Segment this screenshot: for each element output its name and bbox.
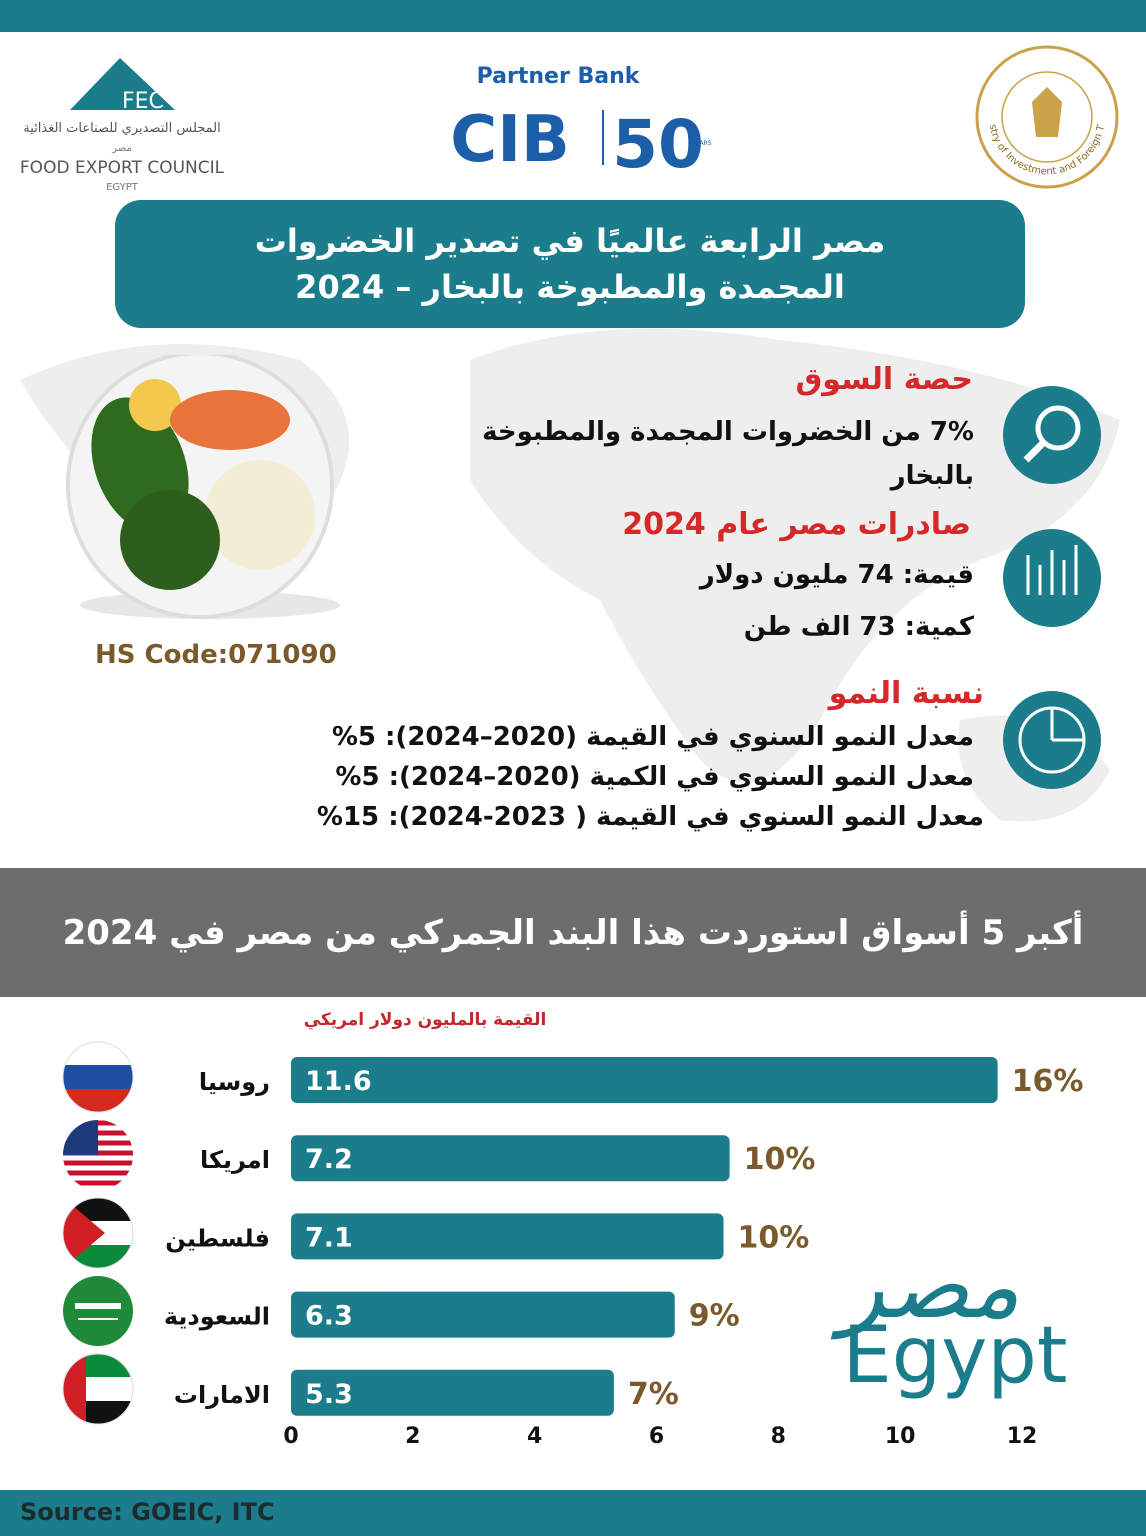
share-label: 16%	[1012, 1064, 1084, 1099]
section-line: 7% من الخضروات المجمدة والمطبوخة بالبخار	[482, 417, 974, 491]
value-label: 11.6	[305, 1066, 372, 1097]
fec-logo: FEC المجلس التصديري للصناعات الغذائية مص…	[20, 58, 225, 193]
section-line: معدل النمو السنوي في القيمة (2020–2024):…	[331, 722, 974, 752]
x-tick-label: 8	[771, 1424, 786, 1449]
bank-anniversary: 50	[612, 106, 704, 183]
value-label: 5.3	[305, 1379, 353, 1410]
share-label: 10%	[738, 1220, 810, 1255]
category-label: فلسطين	[165, 1224, 270, 1252]
x-tick-label: 10	[885, 1424, 916, 1449]
value-label: 7.1	[305, 1222, 353, 1253]
x-tick-label: 12	[1007, 1424, 1038, 1449]
banner: أكبر 5 أسواق استوردت هذا البند الجمركي م…	[0, 868, 1146, 997]
brand-arabic: مصر	[830, 1232, 1020, 1340]
bank-years: YEARS	[691, 140, 712, 147]
chart: القيمة بالمليون دولار امريكي مصر Egypt 0…	[62, 1010, 1084, 1449]
value-label: 7.2	[305, 1144, 353, 1175]
bar	[291, 1135, 730, 1182]
share-label: 7%	[628, 1377, 679, 1412]
x-tick-label: 0	[283, 1424, 298, 1449]
bank-logo: Partner Bank CIB 50 YEARS	[450, 64, 712, 183]
axis-label: القيمة بالمليون دولار امريكي	[304, 1010, 547, 1030]
section-line: كمية: 73 الف طن	[743, 612, 974, 642]
section-heading: نسبة النمو	[828, 676, 984, 711]
section-line: معدل النمو السنوي في الكمية (2020–2024):…	[335, 762, 974, 792]
title: مصر الرابعة عالميًا في تصدير الخضروات ال…	[254, 222, 886, 306]
brand-latin: Egypt	[842, 1311, 1067, 1401]
category-label: روسيا	[199, 1068, 270, 1096]
section-line: قيمة: 74 مليون دولار	[699, 560, 974, 590]
section-heading: حصة السوق	[795, 362, 973, 397]
category-label: الامارات	[174, 1381, 270, 1409]
category-label: السعودية	[164, 1303, 270, 1331]
footer-bar: Source: GOEIC, ITC	[0, 1490, 1146, 1536]
fec-english: FOOD EXPORT COUNCIL	[20, 158, 225, 178]
fec-country-en: EGYPT	[106, 182, 139, 193]
share-label: 9%	[689, 1299, 740, 1334]
bank-name: CIB	[450, 103, 570, 177]
food-image	[66, 355, 340, 619]
source: Source: GOEIC, ITC	[20, 1498, 275, 1526]
x-tick-label: 2	[405, 1424, 420, 1449]
banner-text: أكبر 5 أسواق استوردت هذا البند الجمركي م…	[62, 912, 1084, 953]
section-icons	[1003, 386, 1101, 789]
title-box: مصر الرابعة عالميًا في تصدير الخضروات ال…	[115, 200, 1025, 328]
fec-country-ar: مصر	[111, 143, 132, 154]
bar	[291, 1369, 614, 1416]
ministry-seal: Ministry of Investment and Foreign Trade	[970, 42, 1119, 189]
section-heading: صادرات مصر عام 2024	[622, 507, 971, 542]
fec-abbr: FEC	[122, 89, 164, 114]
bar	[291, 1291, 675, 1338]
top-bar	[0, 0, 1146, 32]
bar	[291, 1213, 724, 1260]
fec-arabic: المجلس التصديري للصناعات الغذائية	[23, 121, 220, 136]
category-label: امريكا	[200, 1146, 270, 1174]
bar	[291, 1057, 998, 1103]
value-label: 6.3	[305, 1301, 353, 1332]
flags	[62, 1041, 134, 1425]
x-tick-label: 4	[527, 1424, 542, 1449]
x-tick-label: 6	[649, 1424, 664, 1449]
section-line: معدل النمو السنوي في القيمة ( 2023-2024)…	[316, 802, 984, 832]
brand-logo: مصر Egypt	[830, 1232, 1067, 1401]
bank-tagline: Partner Bank	[477, 64, 641, 89]
share-label: 10%	[744, 1142, 816, 1177]
hs-code: HS Code:071090	[95, 640, 337, 670]
